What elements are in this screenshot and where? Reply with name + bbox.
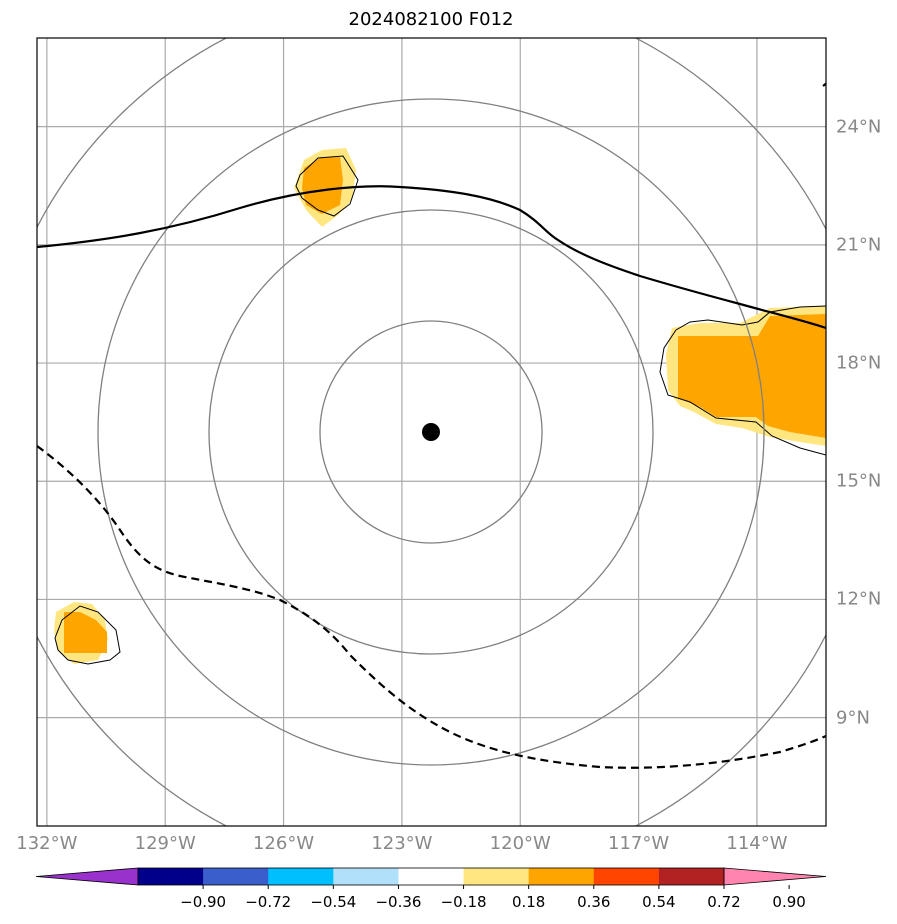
- colorbar-segment: [268, 868, 334, 885]
- map-content: [37, 38, 826, 826]
- range-ring-2: [208, 209, 654, 655]
- colorbar-tick-label: −0.90: [180, 893, 227, 911]
- colorbar-extend-low: [35, 867, 139, 886]
- colorbar-tick-label: −0.36: [375, 893, 422, 911]
- solid-contour: [37, 185, 826, 330]
- colorbar-segment: [138, 868, 204, 885]
- dashed-contour: [37, 445, 826, 769]
- colorbar-tick-label: 0.72: [707, 893, 741, 911]
- longitude-label: 129°W: [134, 833, 196, 854]
- storm-center-marker: [422, 423, 440, 441]
- colorbar-tick-label: −0.72: [245, 893, 292, 911]
- longitude-label: 123°W: [371, 833, 433, 854]
- latitude-label: 9°N: [836, 707, 870, 729]
- colorbar-segment: [203, 868, 269, 885]
- contour-north-cell: [295, 155, 359, 217]
- latitude-label: 12°N: [836, 588, 882, 610]
- colorbar-outline: [137, 867, 725, 886]
- latitude-label: 18°N: [836, 352, 882, 374]
- contour-east-cell: [659, 305, 826, 456]
- latitude-label: 21°N: [836, 234, 882, 256]
- colorbar-tick-label: 0.36: [577, 893, 611, 911]
- colorbar-segment: [528, 868, 595, 885]
- longitude-label: 132°W: [16, 833, 78, 854]
- longitude-label: 114°W: [726, 833, 788, 854]
- contour-sw-cell: [54, 605, 121, 665]
- shading-north-cell-dark: [302, 157, 343, 214]
- colorbar-tick-label: 0.54: [642, 893, 676, 911]
- colorbar-tick-label: 0.18: [511, 893, 546, 911]
- colorbar-extend-high: [723, 867, 827, 886]
- range-rings: [37, 38, 826, 826]
- longitude-label: 126°W: [252, 833, 315, 854]
- colorbar-segment: [398, 868, 465, 885]
- colorbar-segment: [593, 868, 660, 885]
- colorbar-tick-label: 0.90: [772, 893, 806, 911]
- longitude-label: 117°W: [608, 833, 670, 854]
- shading-sw-cell-dark: [64, 612, 107, 653]
- latitude-label: 15°N: [836, 470, 882, 492]
- colorbar: [35, 867, 827, 889]
- colorbar-segment: [463, 868, 530, 885]
- longitude-label: 120°W: [489, 833, 551, 854]
- shaded-areas: [54, 148, 826, 664]
- shading-east-cell-dark: [678, 314, 826, 438]
- map-frame: [36, 37, 827, 827]
- latitude-label: 24°N: [836, 116, 882, 138]
- range-ring-3: [97, 98, 765, 766]
- thin-contours: [54, 155, 826, 665]
- colorbar-tick-label: −0.18: [440, 893, 487, 911]
- map-title: 2024082100 F012: [348, 9, 514, 30]
- range-ring-1: [319, 320, 543, 544]
- colorbar-segment: [658, 868, 725, 885]
- colorbar-tick-label: −0.54: [310, 893, 357, 911]
- colorbar-segment: [333, 868, 399, 885]
